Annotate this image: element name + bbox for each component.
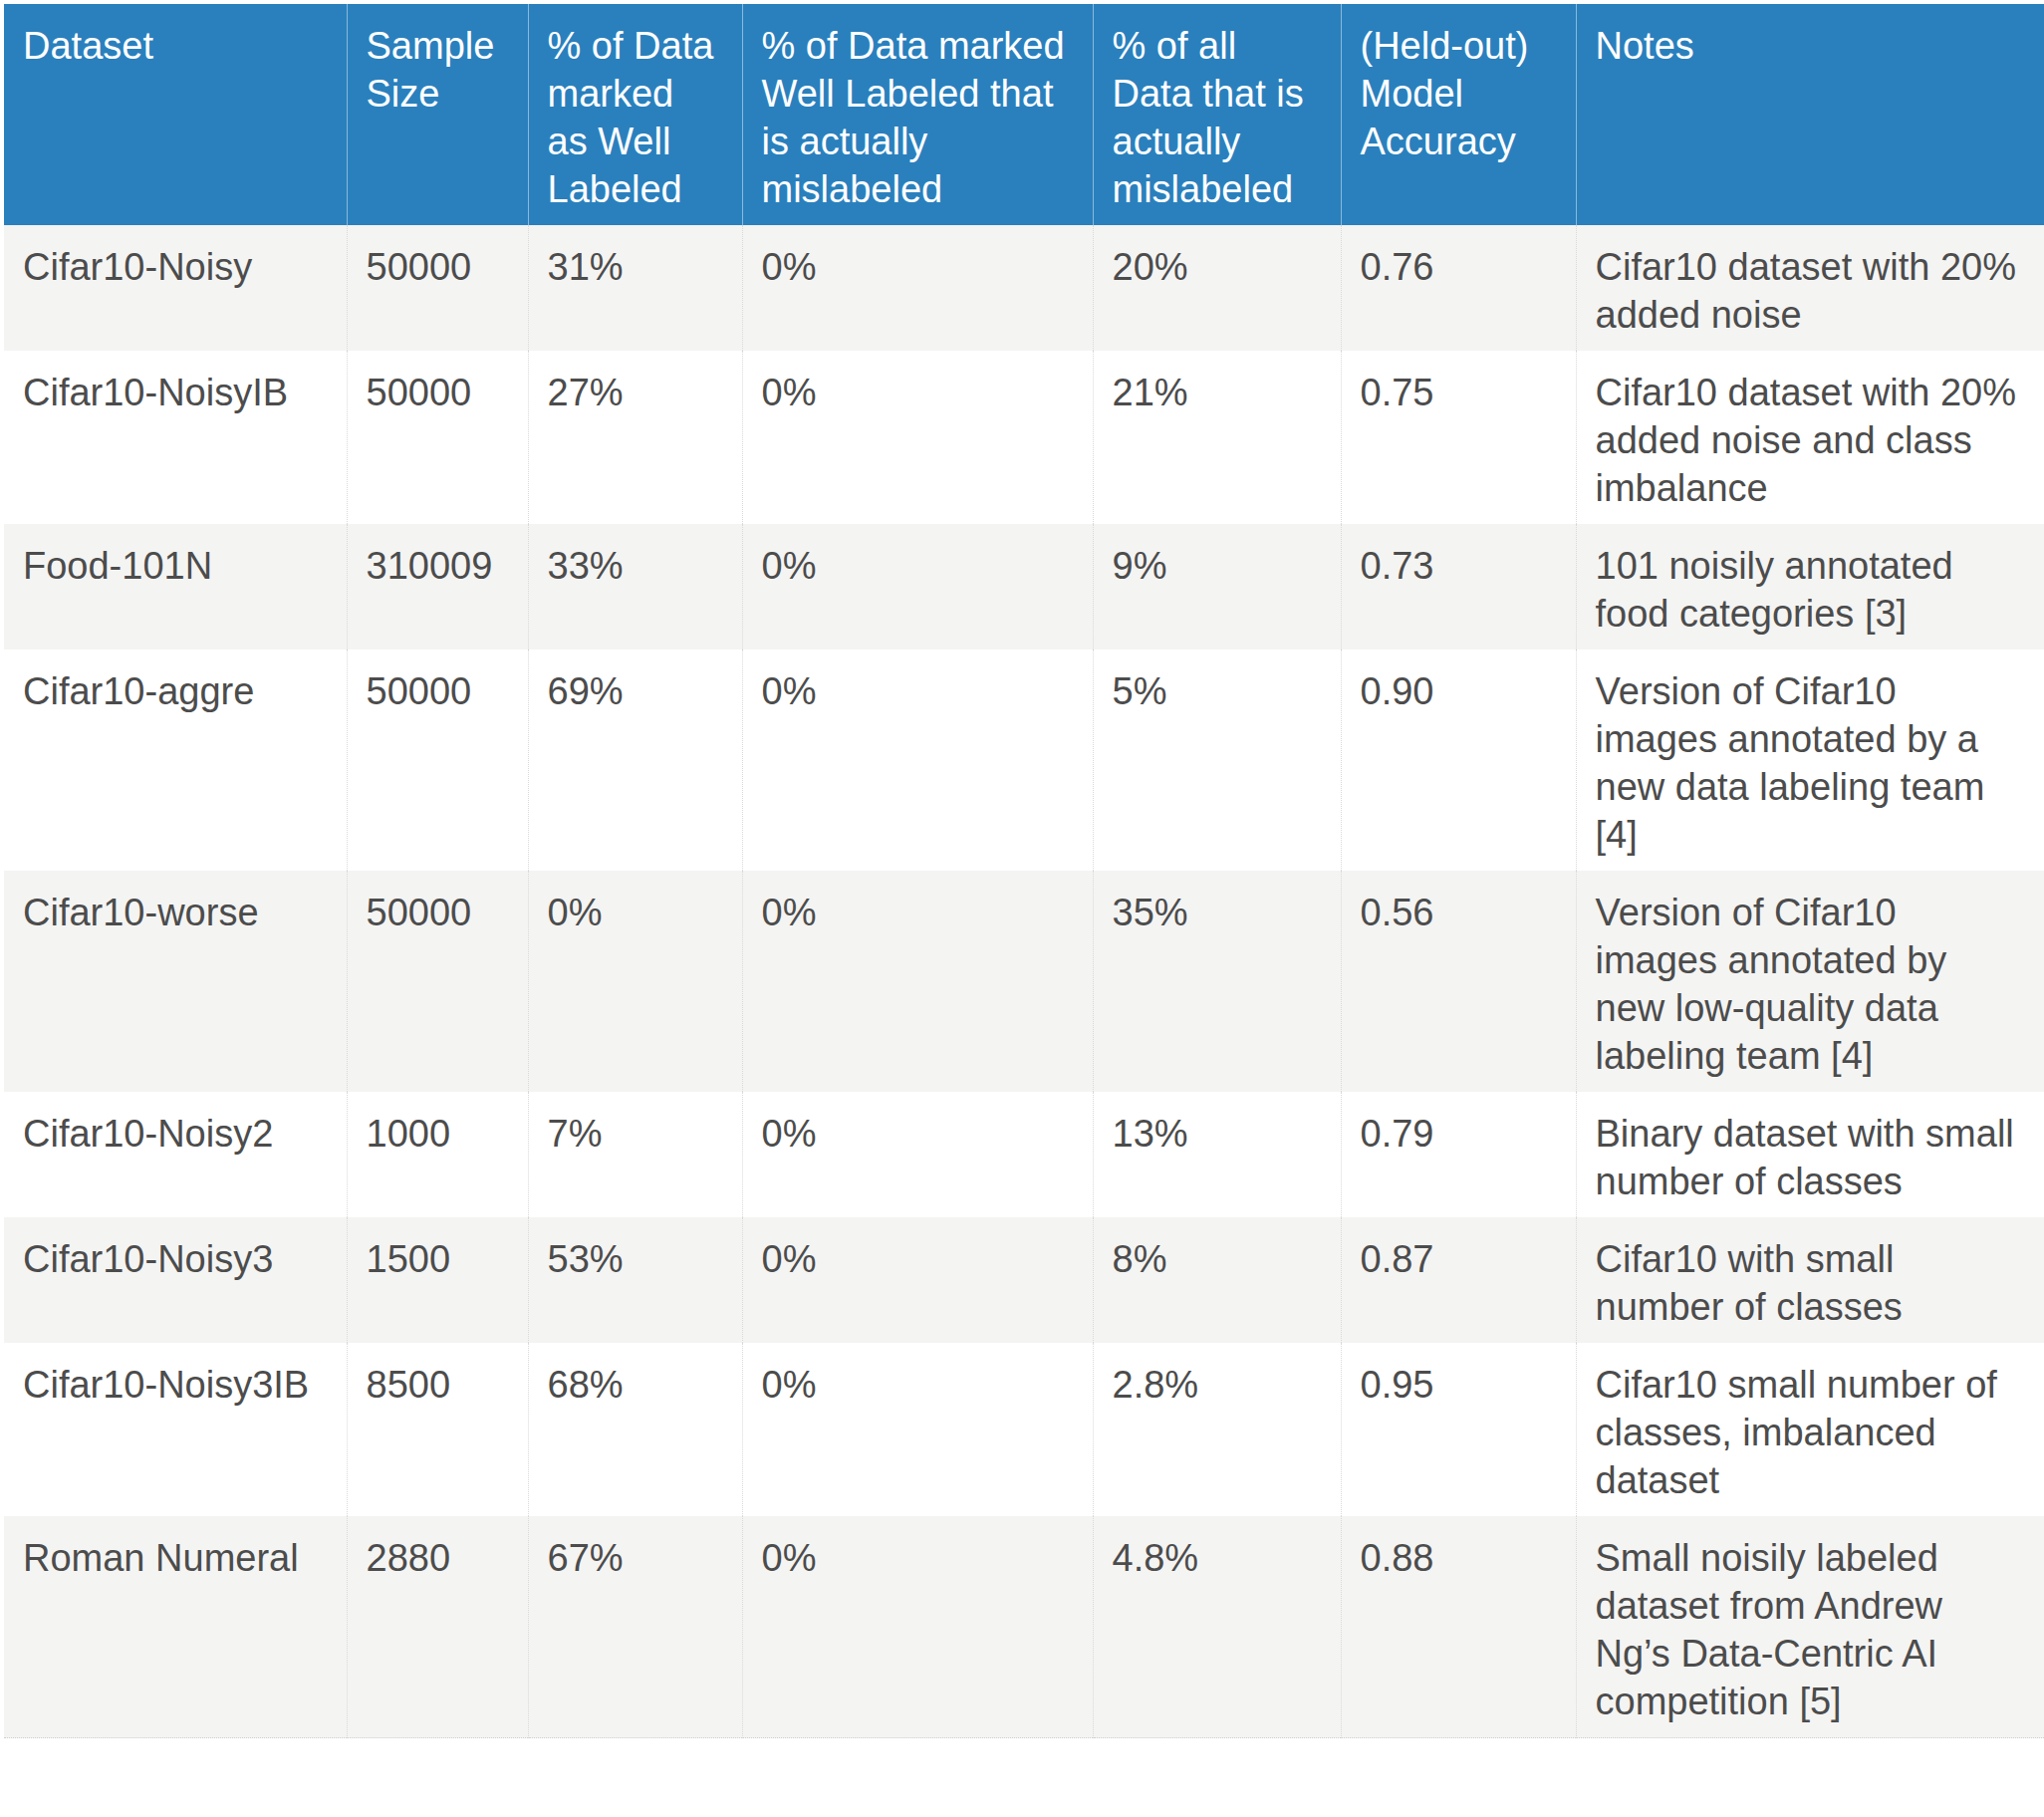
table-row: Cifar10-Noisy 50000 31% 0% 20% 0.76 Cifa… — [4, 225, 2044, 351]
cell-sample-size: 50000 — [347, 351, 528, 524]
cell-sample-size: 8500 — [347, 1343, 528, 1516]
cell-pct-marked-well-labeled: 53% — [528, 1217, 742, 1343]
cell-dataset: Roman Numeral — [4, 1516, 347, 1738]
cell-pct-marked-wl-actually-mislabeled: 0% — [742, 524, 1093, 649]
cell-sample-size: 2880 — [347, 1516, 528, 1738]
cell-pct-all-actually-mislabeled: 20% — [1093, 225, 1341, 351]
cell-notes: Binary dataset with small number of clas… — [1576, 1092, 2044, 1217]
cell-pct-marked-wl-actually-mislabeled: 0% — [742, 225, 1093, 351]
cell-pct-marked-wl-actually-mislabeled: 0% — [742, 1343, 1093, 1516]
table-row: Cifar10-worse 50000 0% 0% 35% 0.56 Versi… — [4, 871, 2044, 1092]
cell-model-accuracy: 0.75 — [1341, 351, 1576, 524]
cell-dataset: Cifar10-aggre — [4, 649, 347, 871]
cell-notes: Cifar10 with small number of classes — [1576, 1217, 2044, 1343]
cell-dataset: Cifar10-NoisyIB — [4, 351, 347, 524]
cell-dataset: Cifar10-Noisy2 — [4, 1092, 347, 1217]
cell-model-accuracy: 0.76 — [1341, 225, 1576, 351]
cell-sample-size: 50000 — [347, 871, 528, 1092]
column-header-notes: Notes — [1576, 4, 2044, 225]
cell-pct-marked-wl-actually-mislabeled: 0% — [742, 351, 1093, 524]
cell-pct-marked-wl-actually-mislabeled: 0% — [742, 1516, 1093, 1738]
cell-pct-all-actually-mislabeled: 4.8% — [1093, 1516, 1341, 1738]
column-header-pct-marked-well-labeled: % of Data marked as Well Labeled — [528, 4, 742, 225]
cell-notes: Cifar10 small number of classes, imbalan… — [1576, 1343, 2044, 1516]
cell-sample-size: 310009 — [347, 524, 528, 649]
column-header-pct-all-actually-mislabeled: % of all Data that is actually mislabele… — [1093, 4, 1341, 225]
column-header-dataset: Dataset — [4, 4, 347, 225]
cell-pct-marked-well-labeled: 67% — [528, 1516, 742, 1738]
cell-pct-all-actually-mislabeled: 9% — [1093, 524, 1341, 649]
column-header-model-accuracy: (Held-out) Model Accuracy — [1341, 4, 1576, 225]
cell-pct-marked-well-labeled: 31% — [528, 225, 742, 351]
cell-notes: Small noisily labeled dataset from Andre… — [1576, 1516, 2044, 1738]
cell-notes: Cifar10 dataset with 20% added noise and… — [1576, 351, 2044, 524]
column-header-sample-size: Sample Size — [347, 4, 528, 225]
cell-sample-size: 50000 — [347, 225, 528, 351]
cell-model-accuracy: 0.79 — [1341, 1092, 1576, 1217]
table-row: Cifar10-NoisyIB 50000 27% 0% 21% 0.75 Ci… — [4, 351, 2044, 524]
cell-notes: Version of Cifar10 images annotated by n… — [1576, 871, 2044, 1092]
cell-pct-marked-wl-actually-mislabeled: 0% — [742, 1217, 1093, 1343]
cell-pct-all-actually-mislabeled: 8% — [1093, 1217, 1341, 1343]
cell-dataset: Cifar10-Noisy3 — [4, 1217, 347, 1343]
cell-sample-size: 1500 — [347, 1217, 528, 1343]
page: Dataset Sample Size % of Data marked as … — [0, 0, 2044, 1817]
column-header-pct-marked-wl-actually-mislabeled: % of Data marked Well Labeled that is ac… — [742, 4, 1093, 225]
cell-pct-all-actually-mislabeled: 35% — [1093, 871, 1341, 1092]
table-body: Cifar10-Noisy 50000 31% 0% 20% 0.76 Cifa… — [4, 225, 2044, 1738]
table-row: Food-101N 310009 33% 0% 9% 0.73 101 nois… — [4, 524, 2044, 649]
cell-dataset: Food-101N — [4, 524, 347, 649]
cell-notes: 101 noisily annotated food categories [3… — [1576, 524, 2044, 649]
cell-dataset: Cifar10-Noisy3IB — [4, 1343, 347, 1516]
table-header: Dataset Sample Size % of Data marked as … — [4, 4, 2044, 225]
cell-sample-size: 1000 — [347, 1092, 528, 1217]
header-row: Dataset Sample Size % of Data marked as … — [4, 4, 2044, 225]
cell-pct-marked-well-labeled: 33% — [528, 524, 742, 649]
cell-pct-marked-well-labeled: 68% — [528, 1343, 742, 1516]
cell-pct-marked-well-labeled: 27% — [528, 351, 742, 524]
datasets-table: Dataset Sample Size % of Data marked as … — [4, 4, 2044, 1738]
table-row: Cifar10-Noisy3 1500 53% 0% 8% 0.87 Cifar… — [4, 1217, 2044, 1343]
cell-model-accuracy: 0.88 — [1341, 1516, 1576, 1738]
cell-dataset: Cifar10-Noisy — [4, 225, 347, 351]
cell-model-accuracy: 0.56 — [1341, 871, 1576, 1092]
cell-notes: Cifar10 dataset with 20% added noise — [1576, 225, 2044, 351]
cell-pct-all-actually-mislabeled: 2.8% — [1093, 1343, 1341, 1516]
cell-model-accuracy: 0.95 — [1341, 1343, 1576, 1516]
cell-model-accuracy: 0.90 — [1341, 649, 1576, 871]
cell-notes: Version of Cifar10 images annotated by a… — [1576, 649, 2044, 871]
cell-pct-all-actually-mislabeled: 21% — [1093, 351, 1341, 524]
cell-model-accuracy: 0.87 — [1341, 1217, 1576, 1343]
cell-pct-marked-well-labeled: 69% — [528, 649, 742, 871]
cell-dataset: Cifar10-worse — [4, 871, 347, 1092]
table-row: Cifar10-Noisy3IB 8500 68% 0% 2.8% 0.95 C… — [4, 1343, 2044, 1516]
table-row: Roman Numeral 2880 67% 0% 4.8% 0.88 Smal… — [4, 1516, 2044, 1738]
cell-pct-marked-well-labeled: 0% — [528, 871, 742, 1092]
cell-pct-all-actually-mislabeled: 13% — [1093, 1092, 1341, 1217]
cell-pct-marked-wl-actually-mislabeled: 0% — [742, 649, 1093, 871]
cell-pct-marked-wl-actually-mislabeled: 0% — [742, 871, 1093, 1092]
cell-pct-marked-well-labeled: 7% — [528, 1092, 742, 1217]
cell-pct-marked-wl-actually-mislabeled: 0% — [742, 1092, 1093, 1217]
table-row: Cifar10-Noisy2 1000 7% 0% 13% 0.79 Binar… — [4, 1092, 2044, 1217]
cell-model-accuracy: 0.73 — [1341, 524, 1576, 649]
cell-sample-size: 50000 — [347, 649, 528, 871]
cell-pct-all-actually-mislabeled: 5% — [1093, 649, 1341, 871]
table-row: Cifar10-aggre 50000 69% 0% 5% 0.90 Versi… — [4, 649, 2044, 871]
